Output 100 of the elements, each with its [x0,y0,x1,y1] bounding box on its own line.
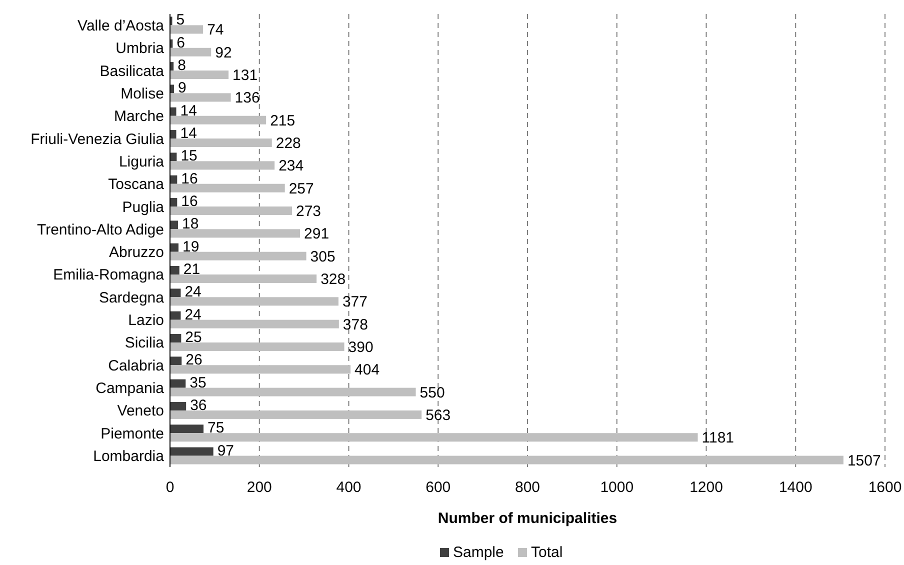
bar [170,356,182,366]
x-tick-label: 200 [246,479,272,496]
bar [170,379,186,388]
data-label: 5 [176,12,185,29]
bar [170,266,180,274]
data-label: 14 [180,125,197,142]
data-label: 97 [217,442,234,460]
bar [170,93,231,102]
data-label: 18 [182,216,199,233]
data-label: 377 [342,294,368,311]
data-label: 24 [184,306,202,324]
bar [170,220,178,230]
y-tick-label: Calabria [108,357,165,374]
bar [170,297,338,306]
bar [170,447,214,456]
data-label: 1181 [702,430,734,447]
bar [170,25,204,34]
y-tick-label: Molise [120,85,164,102]
data-label: 1507 [847,452,881,470]
data-label: 74 [207,22,224,39]
data-label: 390 [348,338,374,356]
x-tick-label: 600 [426,479,451,496]
data-label: 273 [296,203,322,220]
bar [170,229,300,238]
data-label: 14 [180,102,197,120]
y-tick-label: Basilicata [100,62,165,80]
data-label: 305 [310,248,336,266]
x-tick-label: 400 [336,479,362,496]
bar [170,161,275,170]
data-label: 228 [276,135,301,152]
bar [170,342,344,351]
bar [170,365,351,374]
bar [170,206,292,216]
data-label: 257 [288,180,314,198]
data-label: 15 [180,148,198,165]
data-label: 215 [270,112,296,130]
y-tick-label: Puglia [122,198,165,216]
y-tick-label: Sardegna [98,289,165,306]
bar [170,184,285,192]
bar [170,456,844,464]
data-label: 234 [278,158,304,175]
y-tick-label: Piemonte [100,425,164,442]
y-tick-label: Liguria [118,153,165,170]
bar [170,433,698,442]
y-tick-label: Trentino-Alto Adige [36,221,164,238]
x-axis-title: Number of municipalities [438,510,618,527]
bar [170,311,181,320]
y-tick-label: Campania [96,380,165,398]
bar [170,334,182,342]
x-tick-label: 800 [514,479,540,496]
bar [170,48,212,56]
y-tick-label: Marche [114,108,164,126]
bar [170,70,229,80]
data-label: 36 [190,396,207,414]
legend-label: Total [531,544,563,561]
bar [170,410,422,419]
data-label: 26 [186,352,202,369]
y-tick-label: Friuli-Venezia Giulia [30,130,165,148]
x-tick-label: 1400 [778,479,812,496]
bar [170,274,317,283]
y-tick-label: Valle d’Aosta [78,17,165,34]
data-label: 291 [304,226,330,243]
bar [170,243,178,252]
data-label: 16 [181,170,198,188]
y-tick-label: Umbria [116,40,165,58]
y-tick-label: Abruzzo [108,244,164,262]
data-label: 16 [181,193,198,210]
data-label: 6 [176,34,186,52]
data-label: 131 [232,67,258,84]
legend-label: Sample [453,544,504,561]
data-label: 378 [342,316,368,334]
y-tick-label: Emilia-Romagna [53,266,165,284]
data-label: 136 [234,90,260,107]
bar [170,288,181,298]
data-label: 92 [215,44,232,62]
x-tick-label: 1600 [868,479,902,496]
data-label: 8 [178,57,186,74]
data-label: 328 [320,270,346,288]
data-label: 25 [185,328,202,346]
data-label: 24 [184,284,202,301]
data-label: 19 [182,238,200,256]
y-tick-label: Veneto [117,402,164,420]
bar [170,107,176,116]
bar [170,198,178,207]
y-tick-label: Sicilia [124,334,165,352]
y-tick-label: Toscana [108,176,165,194]
bar [170,175,178,184]
data-label: 35 [190,374,206,392]
data-label: 9 [178,80,186,97]
bar [170,252,306,260]
bar [170,388,416,396]
bar [170,138,272,148]
data-label: 563 [426,406,451,424]
data-label: 404 [354,362,380,379]
data-label: 21 [183,260,200,278]
x-tick-label: 1200 [690,479,723,496]
bar [170,320,339,328]
data-label: 550 [420,384,445,402]
y-tick-label: Lazio [128,312,164,330]
y-tick-label: Lombardia [93,448,165,466]
